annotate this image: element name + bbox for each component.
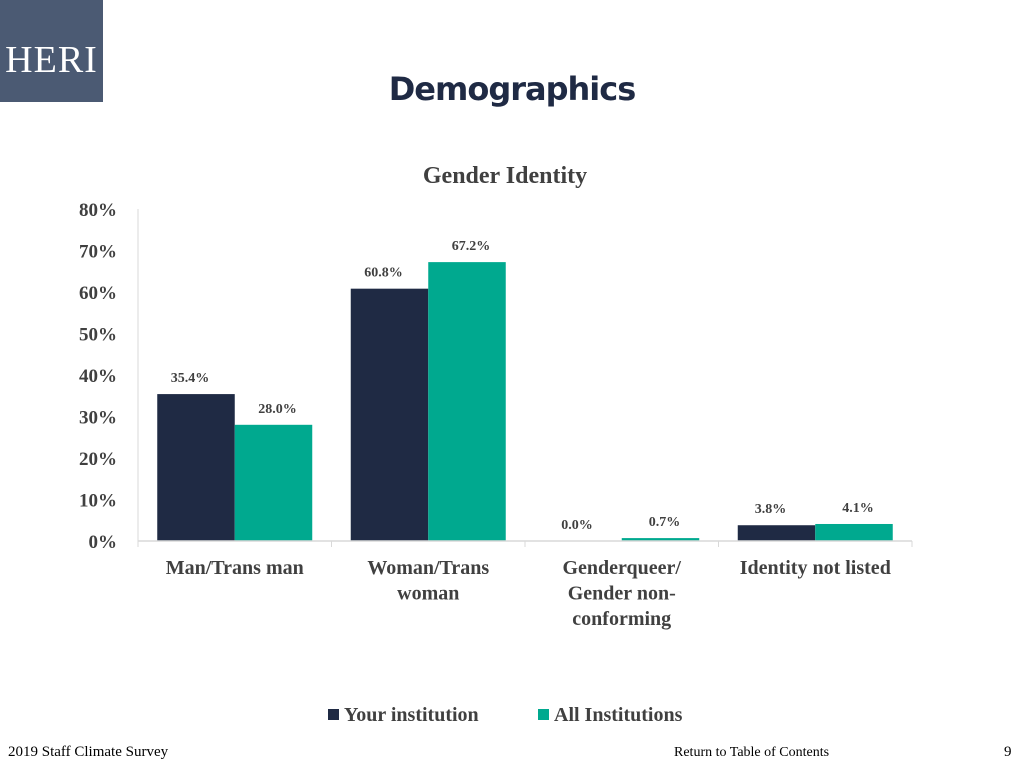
y-tick-label: 40% (79, 366, 117, 387)
y-tick-label: 0% (89, 532, 118, 553)
bar-all-institutions-woman-trans-woman (428, 262, 506, 541)
legend-label-all-institutions: All Institutions (554, 704, 683, 726)
logo-text: HERI (5, 39, 98, 81)
x-category-label: Woman/Trans (367, 557, 489, 579)
slide-title: Demographics (388, 70, 637, 108)
return-to-toc-link[interactable]: Return to Table of Contents (674, 745, 830, 760)
y-tick-label: 60% (79, 283, 117, 304)
y-tick-label: 80% (79, 200, 117, 221)
bar-chart: 0% 10% 20% 30% 40% 50% 60% 70% 80% 35.4% 28.0% Man/… (79, 200, 913, 630)
legend-swatch-all-institutions (538, 709, 549, 720)
bar-your-institution-identity-not-listed (737, 525, 816, 541)
page-number: 9 (1004, 744, 1012, 760)
heri-logo: HERI (0, 0, 103, 102)
y-tick-label: 70% (79, 242, 117, 263)
bar-your-institution-man-trans-man (157, 394, 235, 541)
legend-item-all-institutions: All Institutions (538, 704, 682, 727)
y-tick-label: 50% (79, 325, 117, 346)
chart-title: Gender Identity (422, 163, 588, 189)
y-tick-label: 20% (79, 449, 117, 470)
x-category-label: Man/Trans man (166, 557, 304, 579)
data-label-all-institutions-identity-not-listed: 4.1% (842, 501, 874, 516)
x-category-label: Gender non- (568, 583, 676, 605)
x-category-label: Genderqueer/ (562, 557, 681, 579)
y-tick-label: 30% (79, 408, 117, 429)
data-label-your-institution-woman-trans-woman: 60.8% (364, 266, 403, 281)
y-tick-label: 10% (79, 491, 117, 512)
legend-label-your-institution: Your institution (344, 704, 479, 726)
data-label-your-institution-man-trans-man: 35.4% (171, 371, 210, 386)
legend-item-your-institution: Your institution (328, 704, 479, 727)
bar-all-institutions-identity-not-listed (815, 523, 893, 541)
legend-swatch-your-institution (328, 709, 339, 720)
data-label-all-institutions-woman-trans-woman: 67.2% (452, 239, 491, 254)
bar-all-institutions-man-trans-man (234, 424, 313, 541)
x-category-label: conforming (572, 608, 671, 630)
bar-your-institution-woman-trans-woman (350, 288, 429, 541)
data-label-your-institution-genderqueer-gender-non-conforming: 0.0% (561, 518, 593, 533)
data-label-all-institutions-man-trans-man: 28.0% (258, 402, 297, 417)
footer-survey-name: 2019 Staff Climate Survey (8, 744, 169, 760)
bar-all-institutions-genderqueer-gender-non-conforming (621, 538, 700, 541)
x-category-label: Identity not listed (740, 557, 891, 579)
data-label-your-institution-identity-not-listed: 3.8% (755, 502, 787, 517)
data-label-all-institutions-genderqueer-gender-non-conforming: 0.7% (649, 515, 681, 530)
x-category-label: woman (397, 583, 459, 605)
